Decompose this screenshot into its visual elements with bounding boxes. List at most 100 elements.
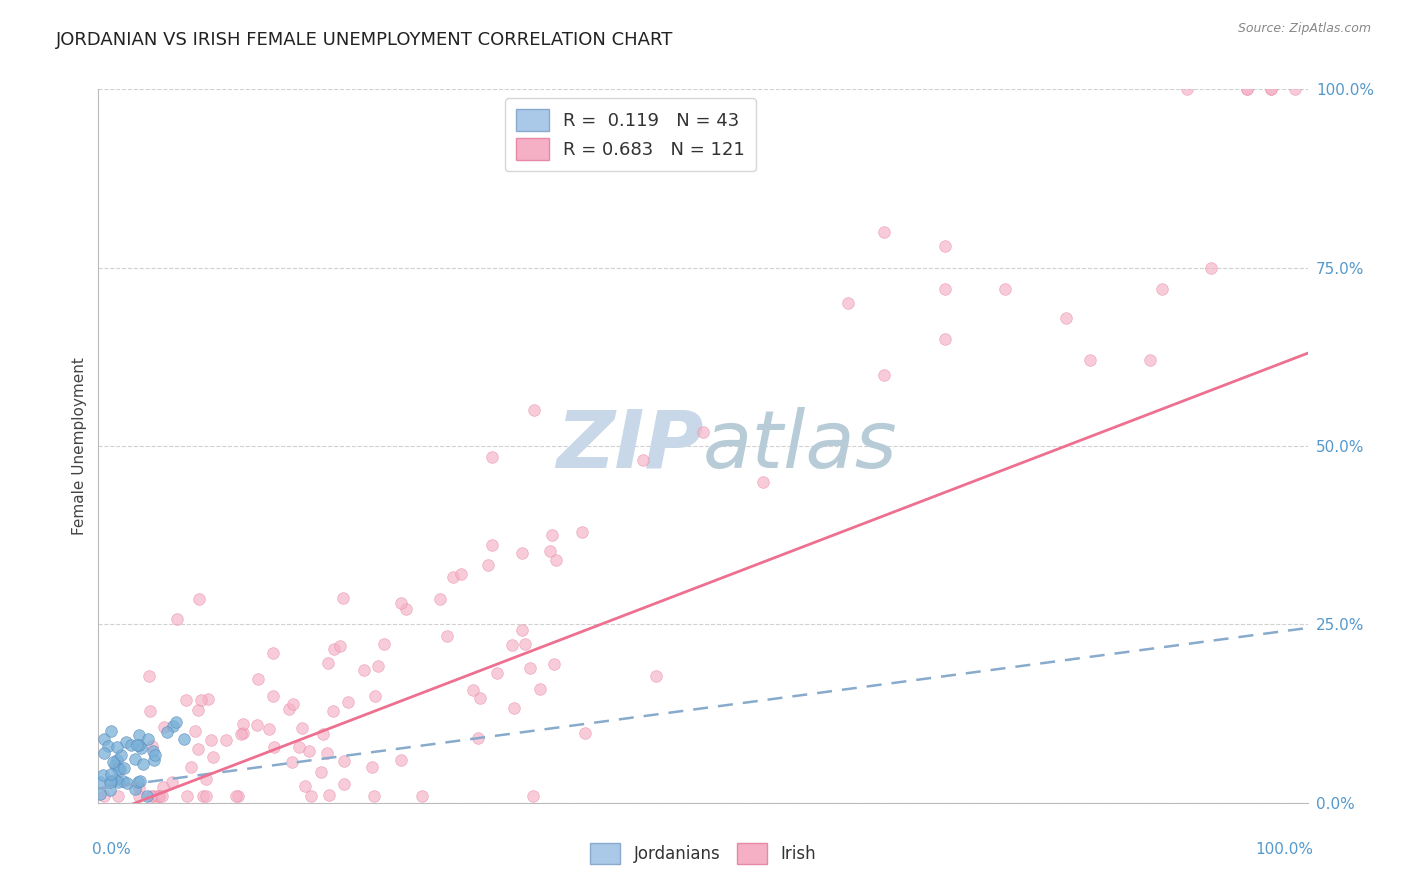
Point	[294, 779, 316, 793]
Point	[153, 720, 176, 734]
Point	[226, 789, 249, 803]
Point	[1139, 353, 1161, 368]
Point	[162, 719, 184, 733]
Point	[97, 739, 120, 753]
Point	[512, 624, 534, 638]
Point	[190, 692, 212, 706]
Point	[100, 767, 122, 781]
Point	[132, 757, 155, 772]
Point	[156, 724, 179, 739]
Point	[318, 788, 340, 802]
Text: atlas: atlas	[703, 407, 898, 485]
Point	[115, 735, 138, 749]
Text: Source: ZipAtlas.com: Source: ZipAtlas.com	[1237, 22, 1371, 36]
Point	[571, 524, 593, 539]
Point	[124, 752, 146, 766]
Point	[360, 760, 382, 774]
Point	[363, 789, 385, 803]
Point	[463, 682, 485, 697]
Point	[148, 789, 170, 803]
Point	[481, 450, 503, 465]
Point	[450, 567, 472, 582]
Point	[318, 657, 340, 671]
Point	[187, 703, 209, 717]
Point	[513, 637, 536, 651]
Point	[127, 774, 149, 789]
Point	[107, 753, 129, 767]
Point	[645, 669, 668, 683]
Point	[485, 665, 508, 680]
Point	[631, 453, 654, 467]
Point	[1175, 82, 1198, 96]
Point	[112, 761, 135, 775]
Point	[752, 475, 775, 489]
Point	[312, 727, 335, 741]
Point	[837, 296, 859, 310]
Text: JORDANIAN VS IRISH FEMALE UNEMPLOYMENT CORRELATION CHART: JORDANIAN VS IRISH FEMALE UNEMPLOYMENT C…	[56, 31, 673, 49]
Point	[173, 732, 195, 747]
Point	[298, 744, 321, 758]
Point	[89, 774, 111, 789]
Point	[574, 726, 596, 740]
Point	[187, 742, 209, 756]
Point	[124, 781, 146, 796]
Point	[389, 753, 412, 767]
Point	[468, 691, 491, 706]
Point	[128, 774, 150, 789]
Point	[1236, 82, 1258, 96]
Point	[538, 544, 561, 558]
Point	[934, 239, 956, 253]
Point	[1054, 310, 1077, 325]
Point	[333, 777, 356, 791]
Point	[93, 789, 115, 803]
Point	[120, 738, 142, 752]
Point	[143, 748, 166, 763]
Point	[316, 746, 339, 760]
Point	[188, 592, 211, 607]
Point	[104, 772, 127, 787]
Point	[117, 775, 139, 789]
Point	[148, 789, 170, 803]
Point	[481, 538, 503, 552]
Point	[281, 756, 304, 770]
Point	[232, 717, 254, 731]
Point	[105, 739, 128, 754]
Point	[934, 282, 956, 296]
Point	[104, 758, 127, 772]
Point	[301, 789, 323, 803]
Point	[1260, 82, 1282, 96]
Point	[135, 789, 157, 803]
Point	[329, 639, 352, 653]
Point	[125, 738, 148, 752]
Point	[136, 732, 159, 747]
Point	[1152, 282, 1174, 296]
Point	[128, 781, 150, 796]
Point	[262, 646, 284, 660]
Point	[477, 558, 499, 572]
Point	[934, 332, 956, 346]
Point	[107, 789, 129, 803]
Point	[277, 702, 299, 716]
Point	[128, 789, 150, 803]
Point	[501, 639, 523, 653]
Point	[322, 704, 344, 718]
Point	[138, 704, 160, 718]
Point	[89, 787, 111, 801]
Point	[129, 741, 152, 756]
Point	[281, 697, 304, 711]
Point	[367, 659, 389, 673]
Point	[873, 368, 896, 382]
Point	[336, 695, 359, 709]
Point	[1078, 353, 1101, 368]
Point	[291, 721, 314, 735]
Point	[332, 754, 354, 768]
Point	[107, 774, 129, 789]
Point	[142, 744, 165, 758]
Point	[91, 768, 114, 782]
Point	[150, 789, 173, 803]
Point	[93, 731, 115, 746]
Point	[263, 739, 285, 754]
Point	[111, 774, 134, 789]
Point	[232, 726, 254, 740]
Point	[247, 672, 270, 686]
